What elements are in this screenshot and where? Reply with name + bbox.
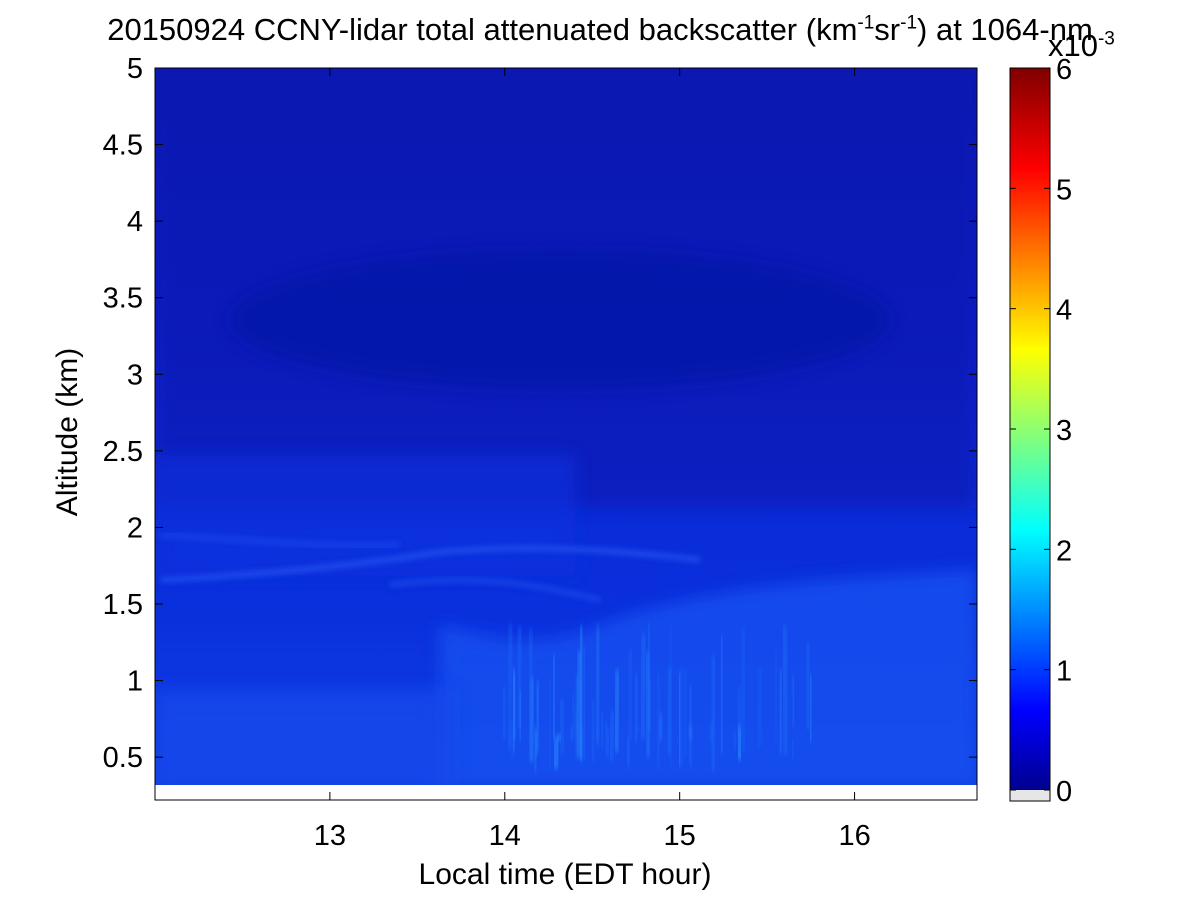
colorbar-nodata-swatch	[1010, 790, 1050, 801]
plume-streak	[547, 681, 553, 771]
x-axis-label: Local time (EDT hour)	[419, 858, 712, 891]
plume-streak	[603, 727, 611, 758]
plume-streak	[593, 625, 603, 746]
plume-streak	[781, 625, 790, 755]
plume-streak	[719, 635, 725, 754]
x-axis: 13 14 15 16	[314, 68, 871, 852]
plume-streak	[646, 678, 655, 732]
plume-streak	[740, 628, 747, 752]
plume-streak	[756, 666, 764, 748]
plume-streak	[679, 666, 685, 767]
y-tick-label: 1.5	[103, 589, 143, 621]
plume-streak	[568, 693, 578, 742]
plume-streak	[608, 711, 616, 762]
colorbar-scale	[1010, 68, 1050, 790]
plume-streak	[668, 626, 673, 769]
plume-streak	[626, 737, 631, 767]
x-tick-label: 16	[838, 820, 870, 852]
plume-streak	[568, 725, 574, 740]
colorbar-frame	[1009, 67, 1051, 802]
plume-streak	[626, 648, 634, 743]
plume-streak	[500, 686, 508, 740]
colorbar-tick-label: 0	[1056, 776, 1072, 808]
plume-streak	[590, 699, 597, 762]
plume-streak	[506, 624, 514, 749]
plume-streak	[578, 625, 585, 762]
y-tick-label: 0.5	[103, 742, 143, 774]
plume-streak	[709, 655, 718, 772]
plume-streak	[508, 719, 516, 760]
colorbar-tick-label: 6	[1056, 54, 1072, 86]
y-tick-label: 4.5	[103, 130, 143, 162]
y-tick-label: 1	[127, 666, 143, 698]
plume-streak	[675, 672, 684, 767]
y-tick-label: 2	[127, 512, 143, 544]
colorbar-exponent: x10-3	[1048, 28, 1115, 63]
x-tick-label: 15	[664, 820, 696, 852]
y-tick-label: 5	[127, 53, 143, 85]
plume-streak	[639, 633, 648, 740]
plume-streak	[527, 678, 537, 762]
plume-streak	[790, 674, 797, 727]
plume-streak	[531, 725, 539, 772]
colorbar-tick-label: 3	[1056, 415, 1072, 447]
plume-streak	[573, 705, 579, 737]
plume-streak	[551, 655, 557, 741]
y-axis: 0.5 1 1.5 2 2.5 3 3.5 4 4.5 5	[103, 53, 977, 774]
plume-streak	[682, 669, 689, 757]
colorbar-tick-label: 4	[1056, 295, 1072, 327]
plume-streak	[789, 739, 797, 759]
colorbar-tick-label: 1	[1056, 656, 1072, 688]
x-tick-label: 14	[489, 820, 521, 852]
y-tick-label: 4	[127, 206, 143, 238]
y-tick-label: 3.5	[103, 283, 143, 315]
y-tick-label: 2.5	[103, 436, 143, 468]
plume-streak	[559, 699, 566, 754]
plume-streak	[806, 673, 815, 743]
colorbar: 0 1 2 3 4 5 6	[1009, 54, 1072, 808]
plume-streak	[551, 736, 562, 770]
plume-streak	[511, 672, 518, 741]
plume-streak	[612, 669, 621, 753]
y-tick-label: 3	[127, 359, 143, 391]
plume-streak	[731, 728, 739, 752]
plume-streak	[554, 732, 564, 743]
plume-streak	[686, 725, 695, 741]
plume-streak	[735, 685, 744, 748]
heatmap-field	[155, 68, 977, 785]
plume-streak	[517, 691, 523, 742]
plume-streak	[777, 669, 785, 754]
x-tick-label: 13	[314, 820, 346, 852]
plume-streak	[633, 726, 643, 733]
chart-title: 20150924 CCNY-lidar total attenuated bac…	[107, 12, 1093, 47]
colorbar-tick-label: 5	[1056, 174, 1072, 206]
plume-streak	[804, 643, 812, 730]
y-axis-label: Altitude (km)	[51, 348, 84, 516]
no-data-strip	[155, 785, 977, 800]
plot-frame	[154, 67, 978, 801]
colorbar-tick-label: 2	[1056, 535, 1072, 567]
plume-streak	[581, 646, 588, 761]
